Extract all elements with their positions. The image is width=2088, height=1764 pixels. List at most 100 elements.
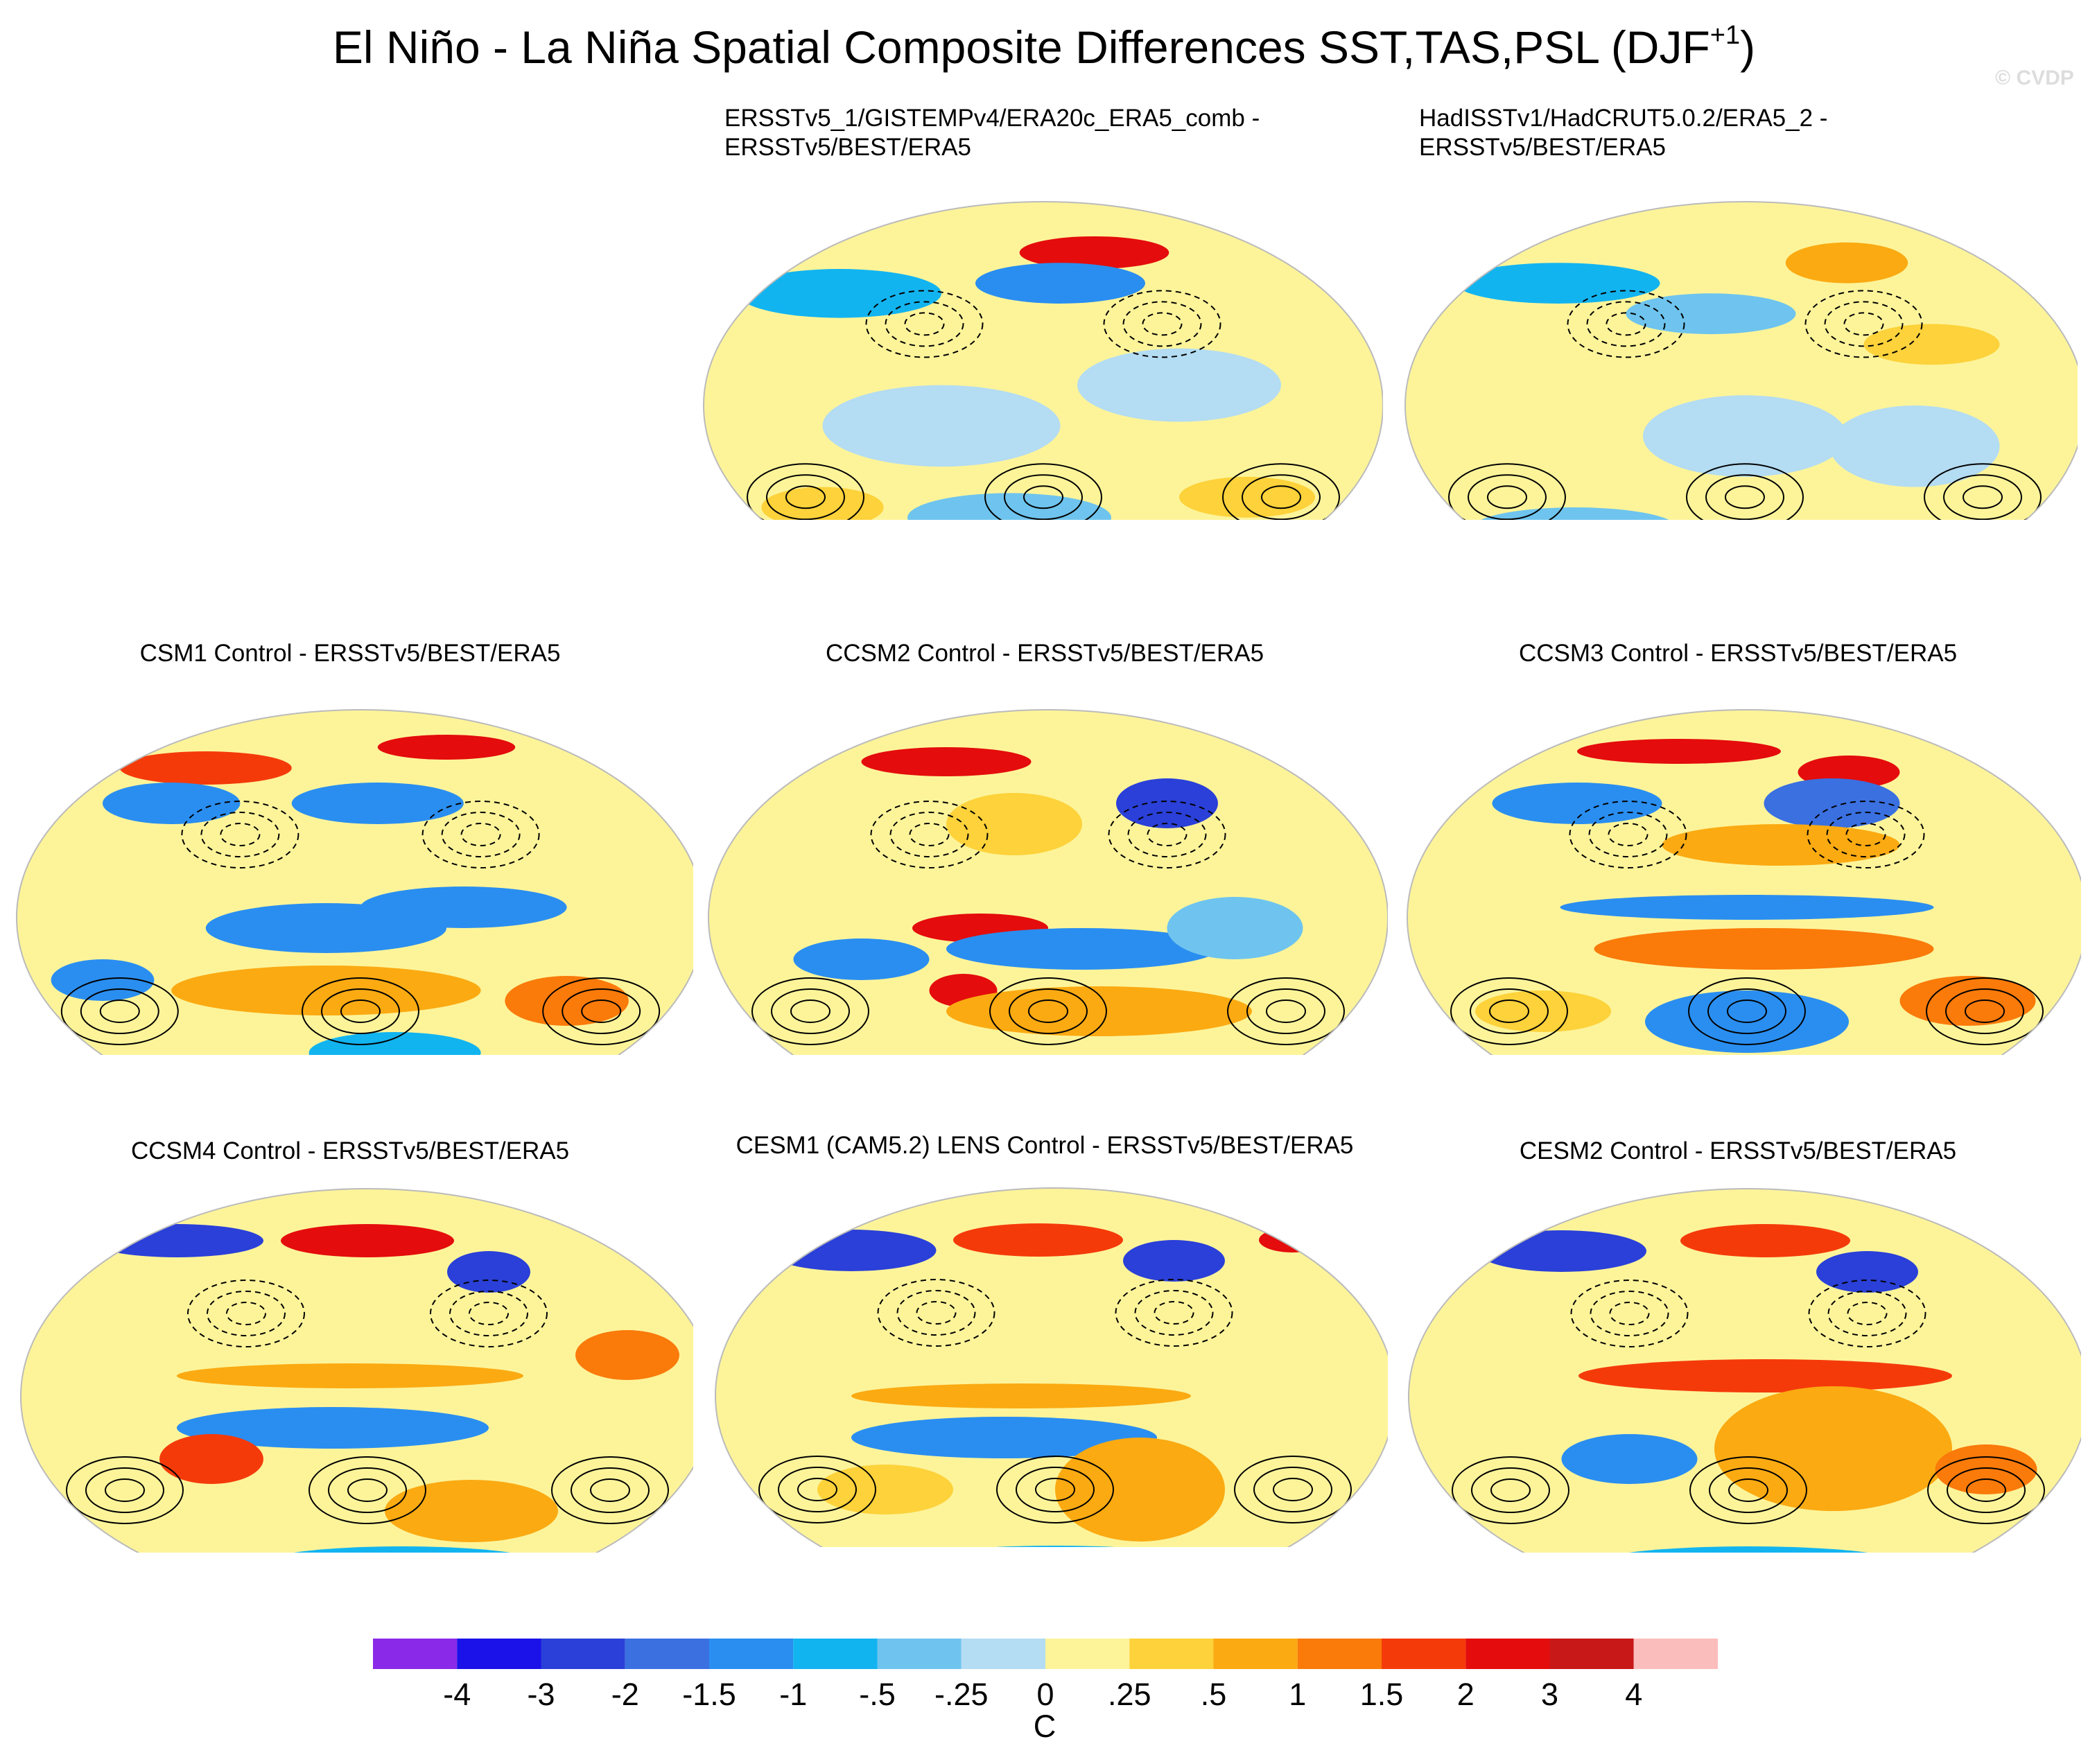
globe-outline [708, 709, 1388, 1055]
psl-contour [865, 290, 984, 358]
psl-contour [1489, 999, 1529, 1023]
map-panel-p6: CCSM4 Control - ERSSTv5/BEST/ERA5 [7, 1137, 693, 1553]
psl-contour [1705, 474, 1784, 520]
psl-contour [1827, 1291, 1907, 1336]
anomaly-region [817, 1465, 953, 1514]
anomaly-region [385, 1480, 558, 1542]
psl-contour [1586, 301, 1666, 347]
colorbar-swatch [793, 1639, 878, 1669]
panel-title: CCSM3 Control - ERSSTv5/BEST/ERA5 [1518, 640, 1958, 667]
colorbar-tick-label: -.25 [934, 1677, 989, 1712]
psl-contour [1826, 812, 1906, 857]
globe-outline [1404, 201, 2078, 520]
colorbar-swatch [457, 1639, 541, 1669]
colorbar-swatch [961, 1639, 1045, 1669]
anomaly-region [360, 887, 567, 928]
globe-outline [16, 709, 693, 1055]
colorbar-tick-label: -3 [527, 1677, 555, 1712]
anomaly-region [1055, 1438, 1225, 1542]
panel-title: CCSM4 Control - ERSSTv5/BEST/ERA5 [130, 1137, 570, 1164]
psl-contour [187, 1280, 305, 1347]
panel-title: HadISSTv1/HadCRUT5.0.2/ERA5_2 - ERSSTv5/B… [1419, 105, 1828, 161]
psl-contour [896, 1290, 976, 1336]
anomaly-region [851, 1417, 1157, 1458]
anomaly-region [119, 751, 292, 785]
psl-contour [1470, 988, 1549, 1034]
psl-contour [430, 1280, 548, 1347]
colorbar-tick-label: 2 [1456, 1677, 1474, 1712]
psl-contour [99, 999, 140, 1023]
psl-contour [1707, 988, 1786, 1034]
psl-contour [321, 988, 400, 1034]
psl-contour [1570, 1280, 1689, 1347]
anomaly-region [159, 1434, 263, 1484]
map-panel-p8: CESM2 Control - ERSSTv5/BEST/ERA5 [1395, 1137, 2081, 1553]
psl-contour [1448, 463, 1566, 520]
psl-contour [790, 999, 830, 1023]
anomaly-region [1475, 990, 1611, 1032]
anomaly-region [177, 1363, 523, 1388]
anomaly-region [793, 938, 930, 980]
psl-contour [1965, 999, 2005, 1023]
psl-contour [1847, 1302, 1888, 1325]
psl-contour [1926, 977, 2044, 1045]
anomaly-region [953, 1223, 1123, 1257]
anomaly-region [975, 263, 1145, 304]
psl-contour [1009, 988, 1088, 1034]
psl-contour [328, 1467, 407, 1513]
psl-contour [1588, 812, 1668, 857]
psl-contour [1246, 988, 1325, 1034]
psl-contour [1727, 999, 1767, 1023]
psl-contour [984, 463, 1102, 520]
psl-contour [1807, 801, 1925, 868]
anomaly-region [1179, 476, 1315, 518]
psl-contour [1943, 474, 2022, 520]
psl-contour [1808, 1280, 1926, 1347]
map-panel-p7: CESM1 (CAM5.2) LENS Control - ERSSTv5/BE… [702, 1131, 1388, 1547]
colorbar-tick-label: -4 [443, 1677, 471, 1712]
psl-contour [1227, 977, 1345, 1045]
psl-contour [1115, 1279, 1233, 1347]
anomaly-region [851, 1383, 1191, 1408]
psl-contour [1450, 977, 1568, 1045]
psl-contour [1471, 1467, 1550, 1513]
psl-contour [340, 999, 381, 1023]
psl-contour [581, 999, 622, 1023]
psl-contour [200, 812, 280, 857]
psl-contour [1963, 485, 2003, 509]
psl-contour [207, 1291, 286, 1336]
psl-contour [1569, 801, 1687, 868]
psl-contour [1567, 290, 1685, 358]
anomaly-region [1714, 1386, 1952, 1511]
psl-contour [1266, 999, 1306, 1023]
colorbar-tick-label: .5 [1200, 1677, 1227, 1712]
psl-contour [308, 1456, 426, 1524]
map-globe [1404, 201, 2078, 520]
psl-contour [1590, 1291, 1669, 1336]
psl-contour [785, 485, 826, 509]
panel-title: CESM1 (CAM5.2) LENS Control - ERSSTv5/BE… [736, 1132, 1354, 1159]
anomaly-region [946, 986, 1252, 1036]
anomaly-region [1662, 824, 1900, 866]
colorbar-swatch [373, 1639, 458, 1669]
psl-contour [996, 1456, 1114, 1523]
psl-contour [1222, 463, 1340, 520]
psl-contour [778, 1467, 857, 1512]
anomaly-region [1456, 263, 1660, 304]
anomaly-region [1785, 242, 1908, 283]
colorbar [373, 1639, 1718, 1669]
anomaly-region [291, 783, 464, 824]
map-panel-p3: CSM1 Control - ERSSTv5/BEST/ERA5 [7, 639, 693, 1055]
panel-title: CSM1 Control - ERSSTv5/BEST/ERA5 [139, 640, 561, 667]
map-globe [703, 201, 1383, 520]
anomaly-region [1167, 897, 1303, 959]
colorbar-tick-label: 0 [1036, 1677, 1054, 1712]
anomaly-region [1863, 324, 2000, 365]
anomaly-region [1680, 1224, 1850, 1257]
psl-contour [1108, 801, 1226, 868]
psl-contour [1142, 312, 1183, 336]
anomaly-region [1935, 1444, 2037, 1494]
colorbar-swatch [541, 1639, 625, 1669]
colorbar-tick-label: .25 [1107, 1677, 1151, 1712]
psl-contour [771, 988, 850, 1034]
